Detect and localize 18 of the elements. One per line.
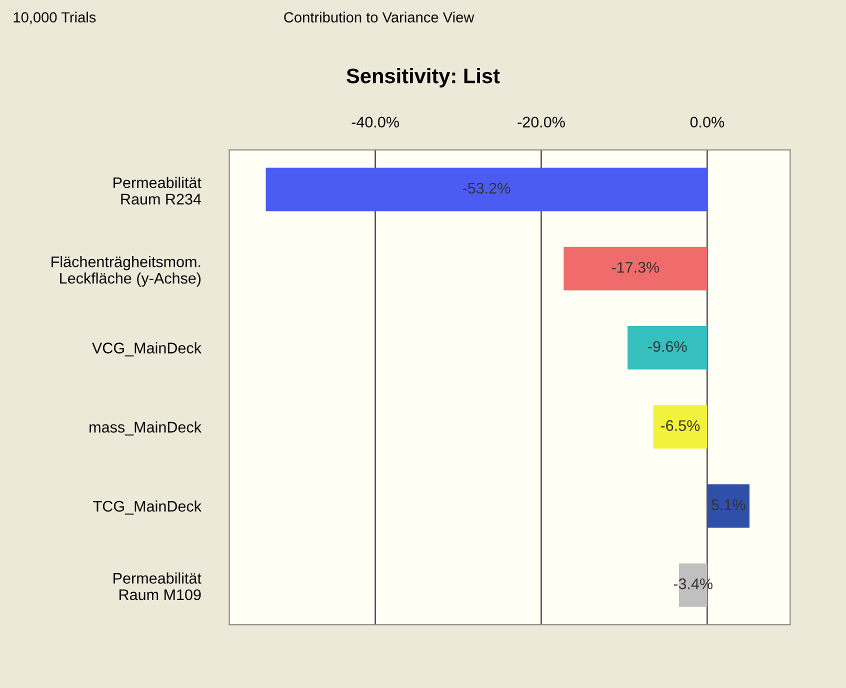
y-tick-label: Flächenträgheitsmom. Leckfläche (y-Achse) [52, 256, 201, 287]
text: Contribution to Variance View [284, 12, 474, 22]
text: 10,000 Trials [14, 12, 96, 24]
chart-title: Sensitivity: List [346, 68, 500, 88]
y-tick-label: Permeabilität Raum M109 [114, 572, 202, 600]
y-tick-label: VCG_MainDeck [92, 342, 202, 356]
y-tick-label: mass_MainDeck [90, 421, 202, 436]
data-label: -6.5% [660, 420, 700, 432]
x-tick-label: -40.0% [352, 116, 399, 128]
y-tick-label: TCG_MainDeck [93, 500, 202, 515]
y-tick-label: Permeabilität Raum R234 [114, 176, 202, 205]
data-label: -3.4% [674, 578, 712, 590]
x-tick-label: -20.0% [518, 116, 565, 128]
data-label: -53.2% [462, 182, 510, 194]
x-tick-label: 0.0% [690, 116, 724, 128]
data-label: -9.6% [648, 341, 687, 352]
data-label: -17.3% [612, 262, 660, 273]
data-label: 5.1% [712, 499, 746, 510]
